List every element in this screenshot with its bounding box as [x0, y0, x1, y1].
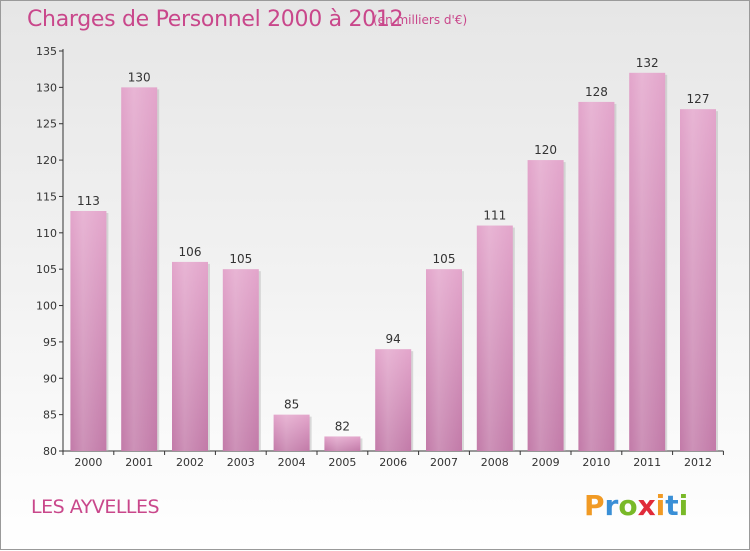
- value-label: 94: [386, 332, 401, 346]
- x-tick-label: 2004: [278, 456, 306, 469]
- x-tick-label: 2008: [481, 456, 509, 469]
- x-tick-label: 2001: [125, 456, 153, 469]
- bar-highlight: [426, 269, 462, 451]
- value-label: 127: [687, 92, 710, 106]
- x-tick-label: 2007: [430, 456, 458, 469]
- logo-letter: x: [637, 489, 656, 522]
- commune-name: LES AYVELLES: [31, 496, 160, 518]
- bar-highlight: [375, 349, 412, 451]
- bar-highlight: [121, 87, 158, 451]
- y-tick-label: 85: [43, 409, 57, 422]
- logo-letter: r: [604, 489, 619, 522]
- x-tick-label: 2011: [633, 456, 661, 469]
- y-tick-label: 115: [36, 190, 57, 203]
- bar-highlight: [476, 225, 513, 451]
- y-tick-label: 130: [36, 81, 57, 94]
- value-label: 120: [534, 143, 557, 157]
- bar-highlight: [324, 436, 361, 451]
- x-tick-label: 2012: [684, 456, 712, 469]
- bar-highlight: [70, 211, 107, 451]
- x-tick-label: 2002: [176, 456, 204, 469]
- y-tick-label: 125: [36, 118, 57, 131]
- bar-highlight: [578, 101, 615, 451]
- y-tick-label: 80: [43, 445, 57, 458]
- chart-subtitle: (en milliers d'€): [373, 13, 468, 27]
- value-label: 111: [483, 209, 506, 223]
- x-axis: 2000 2001 2002 2003 2004 2005 2006 2007 2008 2009…: [62, 450, 724, 469]
- bar-highlight: [273, 414, 310, 451]
- x-tick-label: 2000: [74, 456, 102, 469]
- bars: [70, 72, 718, 452]
- value-label: 130: [128, 70, 151, 84]
- x-tick-label: 2006: [379, 456, 407, 469]
- x-tick-label: 2003: [227, 456, 255, 469]
- value-label: 105: [229, 252, 252, 266]
- bar-highlight: [527, 160, 564, 451]
- value-label: 105: [433, 252, 456, 266]
- y-tick-label: 105: [36, 263, 57, 276]
- logo-letter: P: [584, 489, 605, 522]
- logo-letter: i: [678, 489, 689, 522]
- y-tick-label: 135: [36, 45, 57, 58]
- bar-highlight: [629, 72, 666, 452]
- y-axis: 80 85 90 95 100 105 110 115 120 125 130 135: [36, 45, 64, 458]
- value-label: 106: [179, 245, 202, 259]
- bar-highlight: [222, 269, 259, 451]
- x-tick-label: 2010: [582, 456, 610, 469]
- value-label: 113: [77, 194, 100, 208]
- y-tick-label: 90: [43, 372, 57, 385]
- chart-title: Charges de Personnel 2000 à 2012: [27, 7, 404, 32]
- y-tick-label: 110: [36, 227, 57, 240]
- y-tick-label: 120: [36, 154, 57, 167]
- bar-highlight: [680, 109, 716, 451]
- logo-letter: t: [665, 489, 679, 522]
- bar-highlight: [172, 261, 208, 451]
- value-label: 128: [585, 85, 608, 99]
- value-label: 85: [284, 398, 299, 412]
- y-tick-label: 100: [36, 300, 57, 313]
- x-tick-label: 2009: [532, 456, 560, 469]
- logo-letter: o: [618, 489, 638, 522]
- value-label: 82: [335, 419, 350, 433]
- y-tick-label: 95: [43, 336, 57, 349]
- value-label: 132: [636, 56, 659, 70]
- x-tick-label: 2005: [328, 456, 356, 469]
- proxiti-logo[interactable]: Proxiti: [584, 489, 688, 522]
- value-labels: 113 130 106 105 85 82 94 105 111 120 128 132 127: [77, 56, 710, 434]
- logo-letter: i: [655, 489, 666, 522]
